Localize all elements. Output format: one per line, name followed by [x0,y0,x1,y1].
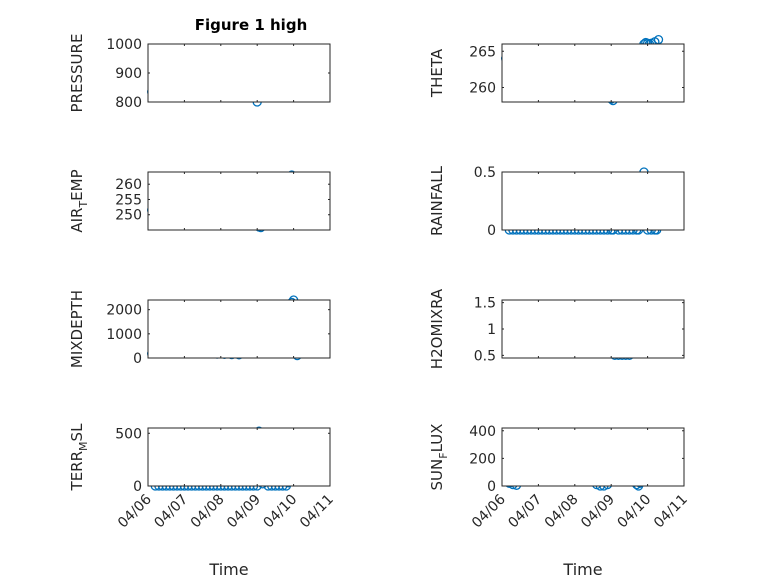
x-tick-label: 04/11 [297,492,337,532]
y-tick-label: 260 [469,81,496,97]
axes-frame [501,43,685,103]
y-axis-label: THETA [428,48,446,98]
y-tick-label: 1000 [106,327,142,343]
x-tick-label: 04/06 [115,491,155,531]
x-axis-label: Time [208,560,248,579]
y-tick-label: 265 [469,44,496,60]
y-tick-label: 400 [469,424,496,440]
x-tick-label: 04/08 [542,492,582,532]
axes-frame [501,427,685,487]
y-tick-label: 0 [487,223,496,239]
subplot-6: 0.5 1 1.5 H2OMIXRA [428,288,685,369]
y-axis-label: MIXDEPTH [68,290,86,368]
y-tick-label: 2000 [106,303,142,319]
subplot-2: 260 265 THETA [428,35,685,106]
x-tick-label: 04/09 [224,492,264,532]
axes-frame [147,427,331,487]
y-tick-label: 1 [487,322,496,338]
y-tick-label: 800 [115,95,142,111]
figure-title: Figure 1 high [195,16,308,34]
axes-frame [501,299,685,359]
y-axis-label: PRESSURE [68,34,86,113]
y-tick-label: 0 [487,479,496,495]
y-tick-label: 255 [115,192,142,208]
axes-frame [501,171,685,231]
x-tick-label: 04/11 [651,492,691,532]
axes-frame [147,171,331,231]
y-tick-label: 1000 [106,37,142,53]
subplot-5: 0 1000 2000 MIXDEPTH [68,290,331,368]
axes-frame [147,299,331,359]
x-tick-label: 04/09 [578,492,618,532]
y-axis-label: SUNFLUX [428,424,450,491]
x-tick-label: 04/07 [151,492,191,532]
x-tick-label: 04/10 [615,492,655,532]
y-axis-label: AIRTEMP [68,169,90,232]
x-tick-label: 04/06 [469,491,509,531]
y-axis-label: RAINFALL [428,165,446,236]
y-tick-label: 900 [115,66,142,82]
y-axis-label: TERRMSL [68,423,90,492]
x-axis-label: Time [562,560,602,579]
x-tick-label: 04/10 [261,492,301,532]
x-tick-label: 04/07 [505,492,545,532]
x-tick-label: 04/08 [188,492,228,532]
y-tick-label: 0 [133,351,142,367]
y-tick-label: 200 [469,451,496,467]
axes-frame [147,43,331,103]
y-tick-label: 250 [115,208,142,224]
y-axis-label: H2OMIXRA [428,288,446,369]
y-tick-label: 0.5 [474,165,496,181]
y-tick-label: 1.5 [474,296,496,312]
y-tick-label: 260 [115,177,142,193]
y-tick-label: 0.5 [474,348,496,364]
y-tick-label: 500 [115,426,142,442]
y-tick-label: 0 [133,479,142,495]
subplot-1: 800 900 1000 PRESSURE [68,34,331,113]
subplot-4: 0 0.5 RAINFALL [428,165,685,239]
